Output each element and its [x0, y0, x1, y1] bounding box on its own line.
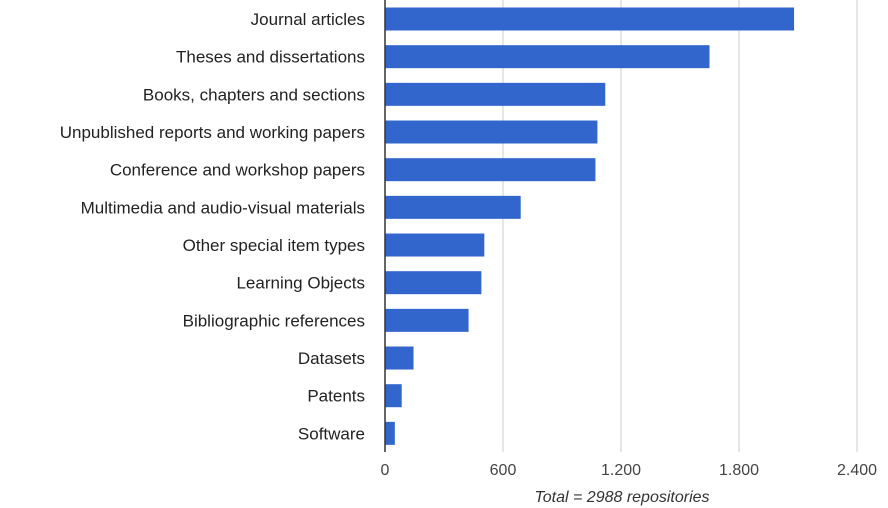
category-label: Datasets	[298, 349, 365, 368]
category-label: Learning Objects	[236, 274, 365, 293]
category-label: Patents	[307, 387, 365, 406]
bars	[385, 7, 795, 445]
bar	[385, 120, 598, 144]
bar	[385, 271, 482, 295]
bar	[385, 346, 414, 370]
category-label: Bibliographic references	[183, 311, 365, 330]
x-tick-label: 1.200	[601, 462, 641, 479]
bar	[385, 158, 596, 182]
x-tick-label: 1.800	[719, 462, 759, 479]
bar	[385, 421, 395, 445]
x-tick-label: 600	[490, 462, 517, 479]
bar	[385, 45, 710, 69]
category-label: Theses and dissertations	[176, 48, 365, 67]
gridlines	[502, 0, 858, 452]
category-label: Conference and workshop papers	[110, 161, 365, 180]
x-tick-label: 0	[381, 462, 390, 479]
category-label: Other special item types	[183, 236, 365, 255]
bar	[385, 7, 795, 31]
bar	[385, 82, 606, 106]
category-label: Books, chapters and sections	[143, 85, 365, 104]
bar	[385, 384, 402, 408]
category-label: Unpublished reports and working papers	[60, 123, 365, 142]
x-tick-labels: 0 600 1.200 1.800 2.400	[381, 462, 878, 479]
bar	[385, 233, 485, 257]
x-tick-label: 2.400	[837, 462, 877, 479]
category-labels: Journal articles Theses and dissertations…	[60, 10, 365, 443]
category-label: Multimedia and audio-visual materials	[81, 198, 365, 217]
category-label: Journal articles	[251, 10, 365, 29]
x-axis-label: Total = 2988 repositories	[534, 489, 709, 506]
bar	[385, 308, 469, 332]
category-label: Software	[298, 424, 365, 443]
bar	[385, 195, 521, 219]
